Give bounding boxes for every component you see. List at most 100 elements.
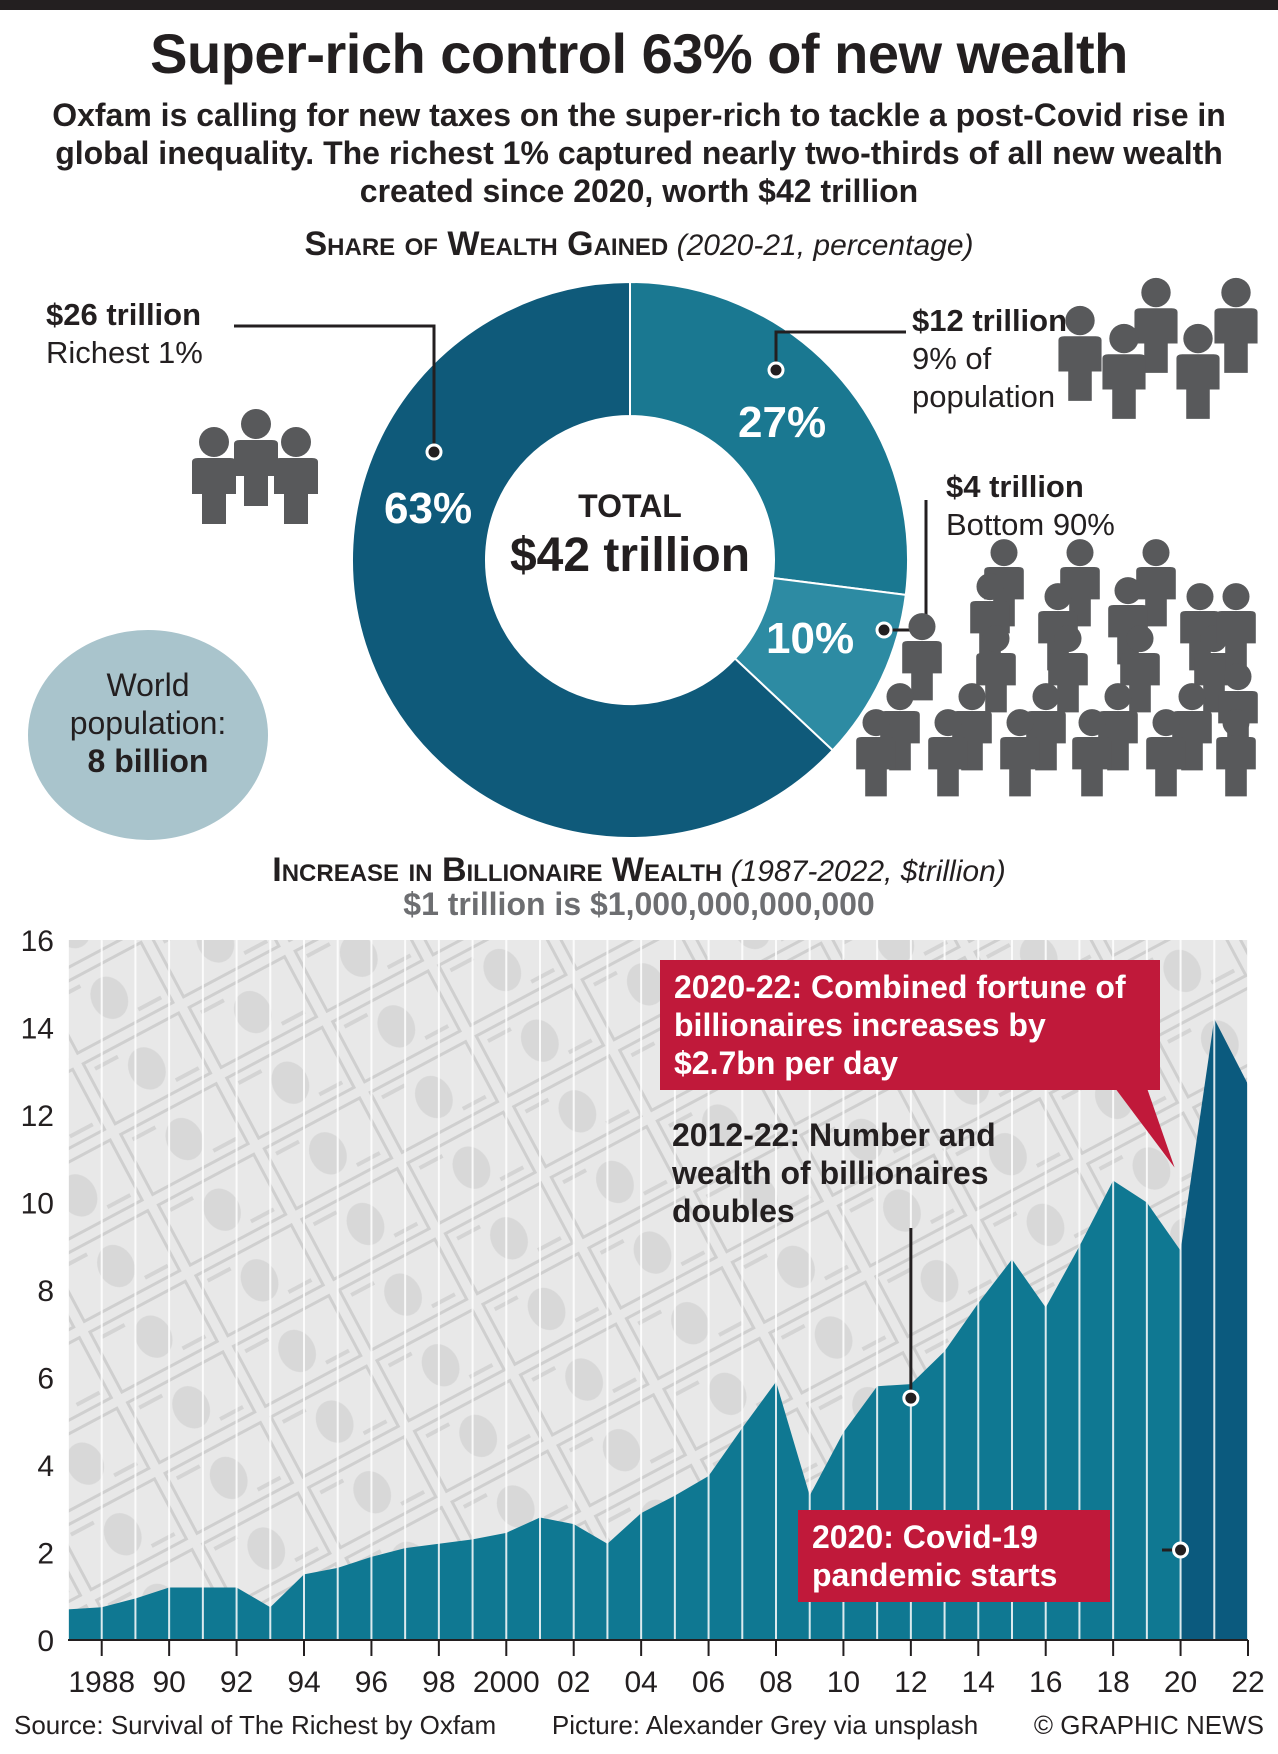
person-body <box>856 737 896 797</box>
person-body <box>976 653 1016 713</box>
person-head <box>886 683 914 711</box>
person-head <box>1178 683 1206 711</box>
person-head <box>908 613 936 641</box>
person-head <box>1186 583 1214 611</box>
person-head <box>862 709 890 737</box>
person-head <box>1006 709 1034 737</box>
person-icon-bottom <box>856 709 896 797</box>
donut-center-value: $42 trillion <box>509 529 751 582</box>
y-tick-label: 6 <box>37 1363 54 1396</box>
person-icon-bottom <box>1000 709 1040 797</box>
x-tick-label: 2000 <box>473 1666 540 1699</box>
person-head <box>934 709 962 737</box>
person-head <box>982 625 1010 653</box>
donut-section-heading: Share of Wealth Gained (2020-21, percent… <box>0 226 1278 264</box>
segment-pct-bottom: 10% <box>766 614 855 663</box>
x-tick-label: 1988 <box>68 1666 135 1699</box>
x-tick-label: 22 <box>1231 1666 1264 1699</box>
x-tick-label: 06 <box>692 1666 725 1699</box>
x-tick-label: 20 <box>1164 1666 1197 1699</box>
chart-heading-qualifier: (1987-2022, $trillion) <box>730 855 1006 888</box>
person-head <box>1104 683 1132 711</box>
page-title: Super-rich control 63% of new wealth <box>150 22 1128 85</box>
person-icon-bottom <box>928 709 968 797</box>
person-head <box>976 573 1004 601</box>
x-tick-label: 18 <box>1096 1666 1129 1699</box>
person-icon-richest <box>192 427 236 524</box>
person-body <box>1216 611 1256 671</box>
world-population-badge: World population: 8 billion <box>28 630 268 840</box>
donut-heading-text: Share of Wealth Gained <box>304 225 669 263</box>
person-icon-bottom <box>902 613 942 701</box>
person-head <box>1152 709 1180 737</box>
person-head <box>1142 539 1170 567</box>
footer-credit: © GRAPHIC NEWS <box>1033 1710 1264 1740</box>
x-tick-label: 92 <box>220 1666 253 1699</box>
doubles-pointer-dot <box>902 1389 920 1407</box>
person-head <box>1222 583 1250 611</box>
x-tick-label: 14 <box>962 1666 995 1699</box>
person-body <box>1102 354 1146 419</box>
label-richest-desc: Richest 1% <box>46 335 203 370</box>
person-head <box>1078 709 1106 737</box>
y-tick-label: 14 <box>21 1013 54 1046</box>
footer-source: Source: Survival of The Richest by Oxfam <box>14 1710 497 1740</box>
leader-dot-bottom <box>875 621 893 639</box>
person-body <box>234 440 278 506</box>
x-tick-label: 02 <box>557 1666 590 1699</box>
world-pop-line1: World <box>106 667 190 703</box>
x-tick-label: 96 <box>355 1666 388 1699</box>
segment-pct-middle: 27% <box>738 398 827 447</box>
y-tick-label: 8 <box>37 1275 54 1308</box>
donut-slice-richest <box>351 280 835 839</box>
person-head <box>1065 305 1095 336</box>
label-bottom: $4 trillion Bottom 90% <box>946 468 1115 544</box>
person-body <box>902 641 942 701</box>
person-body <box>1214 308 1258 373</box>
callout-doubles: 2012-22: Number and wealth of billionair… <box>672 1117 996 1229</box>
y-tick-label: 10 <box>21 1188 54 1221</box>
person-body <box>274 458 318 524</box>
person-head <box>241 409 271 439</box>
person-icon-bottom <box>1146 709 1186 797</box>
label-middle-desc: 9% of population <box>912 341 1056 414</box>
person-head <box>1114 577 1142 605</box>
leader-dot-middle <box>767 361 785 379</box>
person-icon-bottom <box>1216 709 1256 797</box>
footer-picture: Picture: Alexander Grey via unsplash <box>551 1710 979 1740</box>
callout-fortune: 2020-22: Combined fortune of billionaire… <box>660 960 1160 1090</box>
page-subtitle: Oxfam is calling for new taxes on the su… <box>52 97 1226 209</box>
person-body <box>1146 737 1186 797</box>
x-tick-label: 10 <box>827 1666 860 1699</box>
chart-heading-text: Increase in Billionaire Wealth <box>272 851 723 889</box>
donut-slice-middle <box>629 280 909 596</box>
donut-heading-qualifier: (2020-21, percentage) <box>676 229 974 262</box>
person-body <box>1072 737 1112 797</box>
person-icon-middle <box>1058 305 1102 401</box>
label-middle: $12 trillion 9% of population <box>912 302 1092 416</box>
covid-pointer-dot <box>1172 1541 1190 1559</box>
person-head <box>990 539 1018 567</box>
person-head <box>1141 277 1171 308</box>
y-tick-label: 2 <box>37 1538 54 1571</box>
person-head <box>958 683 986 711</box>
person-head <box>1224 663 1252 691</box>
donut-center-label: TOTAL <box>578 488 682 524</box>
person-head <box>1109 323 1139 354</box>
top-rule <box>0 0 1278 10</box>
person-body <box>928 737 968 797</box>
person-head <box>1066 539 1094 567</box>
person-icon-middle <box>1214 277 1258 373</box>
chart-section-heading: Increase in Billionaire Wealth (1987-202… <box>0 852 1278 890</box>
person-body <box>192 458 236 524</box>
x-tick-label: 90 <box>152 1666 185 1699</box>
x-tick-label: 98 <box>422 1666 455 1699</box>
trillion-note: $1 trillion is $1,000,000,000,000 <box>403 886 875 922</box>
person-head <box>1032 683 1060 711</box>
wealth-share-donut <box>192 277 1258 839</box>
world-pop-line2: population: <box>69 705 227 741</box>
fortune-callout-tail <box>1100 1068 1175 1168</box>
label-richest-amount: $26 trillion <box>46 297 202 332</box>
segment-pct-richest: 63% <box>384 484 473 533</box>
x-tick-label: 08 <box>759 1666 792 1699</box>
